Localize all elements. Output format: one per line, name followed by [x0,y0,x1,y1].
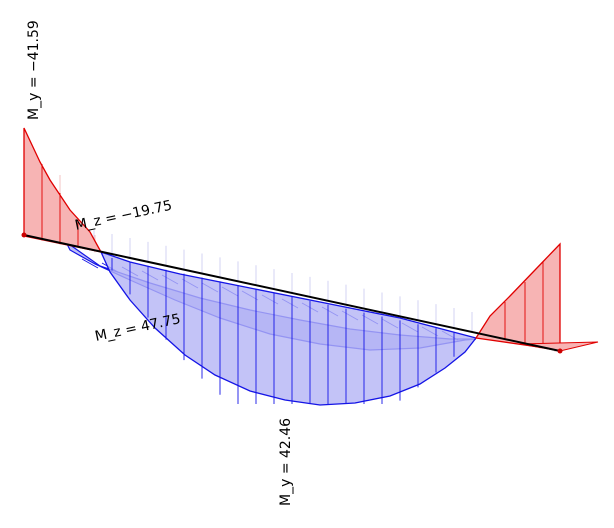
my-hatch-left [41,164,79,247]
beam-node-left [21,232,27,238]
beam-node-right [557,348,563,354]
my-diagram [23,127,599,406]
my-hatch [111,258,455,404]
my-hatch-right [504,262,544,348]
my-negative-left [23,127,103,253]
my-negative-right [474,242,561,351]
label-my-left: M_y = −41.59 [26,20,42,120]
beam-axis [23,234,561,352]
label-my-mid: M_y = 42.46 [278,418,294,506]
mz-hatch-line [81,258,99,269]
label-mz-left: M_z = −19.75 [74,198,174,234]
